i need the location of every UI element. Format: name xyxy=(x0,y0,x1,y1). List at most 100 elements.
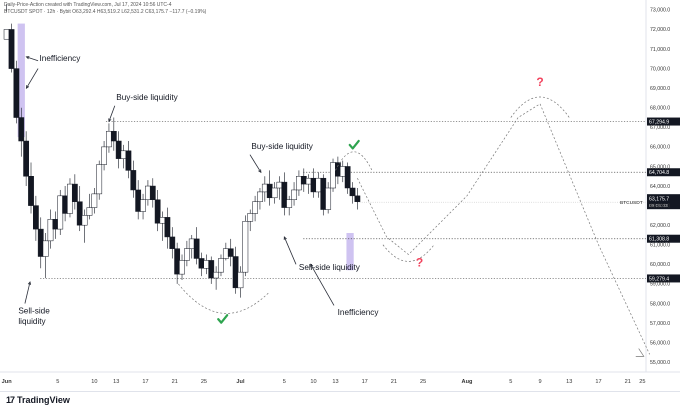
candle-bullish xyxy=(42,240,49,257)
check-mark-icon xyxy=(348,139,360,150)
check-mark-icon xyxy=(217,314,229,324)
price-tick-label: 56,000.0 xyxy=(650,340,670,346)
footer-bar: 17 TradingView xyxy=(0,391,680,409)
candle-bearish xyxy=(37,228,44,257)
candle-bearish xyxy=(174,248,181,275)
price-tick-label: 73,000.0 xyxy=(650,8,670,14)
price-tick-label: 63,000.0 xyxy=(650,203,670,209)
current-symbol-label: BTCUSDT xyxy=(620,200,643,206)
price-tick-label: 58,000.0 xyxy=(650,301,670,307)
candle-bearish xyxy=(8,29,15,69)
grid-lines xyxy=(0,0,680,373)
price-tick-label: 70,000.0 xyxy=(650,66,670,72)
annotation-arrow xyxy=(310,264,335,306)
candle-bearish xyxy=(28,176,34,206)
price-tick-label: 60,000.0 xyxy=(650,262,670,268)
annotation-arrow-head xyxy=(108,118,112,123)
time-axis[interactable]: Jun 5 10 13 17 21 25 Jul 5 10 13 17 21 25 Aug 5 9 13 17 21 2… xyxy=(2,379,646,385)
annotation-arrow xyxy=(26,68,39,89)
inefficiency-zone-lower xyxy=(346,233,354,271)
level-price-label: 64,704.8 xyxy=(649,170,669,176)
candle-bearish xyxy=(198,258,205,269)
current-price-label: 63,175.7 xyxy=(649,197,669,203)
annotation-arrow-head xyxy=(25,56,30,60)
price-tick-label: 61,000.0 xyxy=(650,243,670,249)
annotation-arrow xyxy=(108,105,116,122)
candle-bullish xyxy=(296,176,302,191)
annotation-label: Inefficiency xyxy=(40,54,82,63)
candle-bearish xyxy=(227,248,234,257)
candle-bearish xyxy=(71,183,78,202)
candle-bullish xyxy=(261,183,268,193)
tradingview-logo[interactable]: 17 TradingView xyxy=(6,395,70,405)
candle-countdown: 09:05:03 xyxy=(649,203,668,209)
time-tick-label: 5 xyxy=(509,379,512,385)
time-tick-label: Jul xyxy=(236,379,245,385)
inefficiency-zones xyxy=(17,23,354,271)
price-tick-label: 66,000.0 xyxy=(650,145,670,151)
candle-bullish xyxy=(145,185,151,200)
candle-bullish xyxy=(81,215,88,226)
candle-bullish xyxy=(237,271,244,289)
candle-bullish xyxy=(67,183,73,214)
candle-bearish xyxy=(349,187,356,197)
candle-bearish xyxy=(110,130,117,142)
candle-bullish xyxy=(252,201,258,214)
candle-bullish xyxy=(3,29,10,40)
liquidity-levels: 67,294.9 64,704.8 61,308.8 59,279.4 BTCUSDT 6… xyxy=(40,117,680,283)
question-mark: ? xyxy=(536,75,543,89)
annotation-arrow-head xyxy=(258,169,262,174)
projection-paths xyxy=(178,96,650,357)
annotation-arrow xyxy=(24,281,31,304)
price-tick-label: 59,000.0 xyxy=(650,282,670,288)
chart-credit: Daily-Price-Action created with TradingV… xyxy=(4,2,172,8)
candle-bullish xyxy=(91,193,98,208)
candle-bullish xyxy=(291,189,297,200)
annotation-label: Inefficiency xyxy=(338,308,380,317)
inefficiency-zone-upper xyxy=(17,23,25,138)
candle-bullish xyxy=(101,146,107,165)
candle-bullish xyxy=(120,150,127,159)
candle-bearish xyxy=(13,68,20,118)
price-tick-label: 62,000.0 xyxy=(650,223,670,229)
candle-bearish xyxy=(154,199,161,224)
candle-bullish xyxy=(218,258,224,273)
candle-bearish xyxy=(232,256,239,289)
time-tick-label: 9 xyxy=(538,379,541,385)
candle-bullish xyxy=(184,248,190,261)
candle-bullish xyxy=(47,219,54,242)
time-tick-label: 25 xyxy=(420,379,426,385)
time-tick-label: 5 xyxy=(56,379,59,385)
level-price-label: 59,279.4 xyxy=(649,276,669,282)
price-tick-label: 55,000.0 xyxy=(650,360,670,366)
support-arc xyxy=(178,283,270,314)
candle-bullish xyxy=(213,271,219,279)
level-price-tag xyxy=(647,234,680,243)
projection-path xyxy=(357,103,650,355)
annotation-arrow-head xyxy=(310,263,314,268)
candle-bearish xyxy=(62,195,68,214)
candle-bearish xyxy=(320,177,327,210)
price-axis[interactable]: 55,000.0 56,000.0 57,000.0 58,000.0 59,000.0… xyxy=(650,8,670,366)
price-tick-label: 65,000.0 xyxy=(650,164,670,170)
price-tick-label: 71,000.0 xyxy=(650,47,670,53)
candle-bearish xyxy=(300,176,307,185)
candle-bullish xyxy=(159,217,166,224)
candle-bearish xyxy=(18,117,25,142)
candle-bullish xyxy=(286,199,293,208)
candle-bullish xyxy=(305,177,312,185)
target-arc xyxy=(510,96,570,118)
annotation-arrow-head xyxy=(27,281,32,285)
candle-bullish xyxy=(106,130,112,148)
candle-bullish xyxy=(203,260,210,269)
price-tick-label: 72,000.0 xyxy=(650,27,670,33)
time-tick-label: 13 xyxy=(332,379,338,385)
candle-bullish xyxy=(96,164,103,195)
candle-bearish xyxy=(193,238,200,259)
price-tick-label: 67,000.0 xyxy=(650,125,670,131)
candle-bearish xyxy=(23,140,30,177)
candle-bearish xyxy=(266,183,273,199)
candle-bearish xyxy=(135,189,142,212)
annotation-arrow xyxy=(249,154,262,173)
